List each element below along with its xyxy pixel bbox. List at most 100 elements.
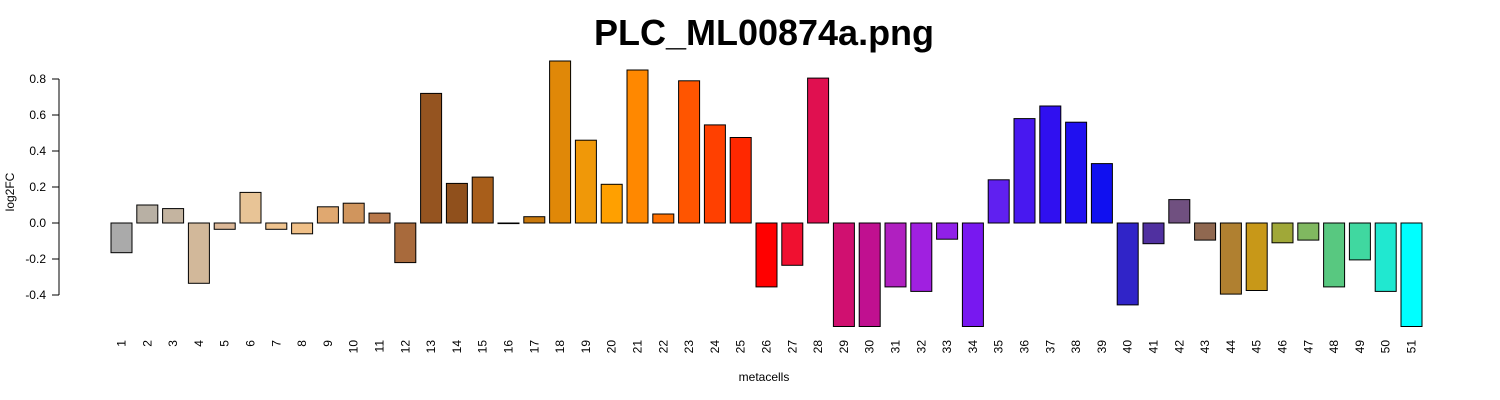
- bar-metacell-41: [1142, 222, 1165, 245]
- bar-metacell-40: [1116, 222, 1139, 306]
- x-tick-label: 38: [1069, 340, 1083, 354]
- bar-metacell-12: [394, 222, 417, 264]
- x-tick-label: 9: [321, 340, 335, 347]
- x-tick-label: 13: [424, 340, 438, 354]
- x-tick-label: 8: [295, 340, 309, 347]
- bar-metacell-4: [187, 222, 210, 284]
- y-tick-label: 0.0: [29, 216, 46, 230]
- x-tick-label: 26: [760, 340, 774, 354]
- x-tick-label: 15: [476, 340, 490, 354]
- bar-metacell-28: [807, 77, 830, 224]
- x-tick-label: 49: [1353, 340, 1367, 354]
- x-tick-label: 7: [269, 340, 283, 347]
- x-tick-label: 23: [682, 340, 696, 354]
- bar-metacell-48: [1323, 222, 1346, 288]
- bar-metacell-8: [291, 222, 314, 235]
- x-tick-label: 40: [1121, 340, 1135, 354]
- bar-metacell-26: [755, 222, 778, 288]
- bar-metacell-2: [136, 204, 159, 224]
- bar-metacell-46: [1271, 222, 1294, 244]
- x-tick-label: 11: [373, 340, 387, 353]
- x-tick-label: 25: [734, 340, 748, 354]
- bar-metacell-38: [1065, 121, 1088, 224]
- bar-metacell-14: [445, 182, 468, 224]
- bar-metacell-17: [523, 216, 546, 224]
- x-tick-label: 39: [1095, 340, 1109, 354]
- x-tick-labels: 1 2 3 4 5 6 7 8 9 10 11 12 13 14 15 16 17 18 19 20 21 22 23 24 2…: [115, 340, 1419, 354]
- x-tick-label: 5: [218, 340, 232, 347]
- bar-metacell-15: [471, 176, 494, 224]
- y-tick-label: 0.6: [29, 108, 46, 122]
- bar-metacell-19: [574, 139, 597, 224]
- x-tick-label: 1: [115, 340, 129, 347]
- bar-metacell-27: [781, 222, 804, 266]
- x-tick-label: 14: [450, 340, 464, 354]
- x-tick-label: 41: [1147, 340, 1161, 354]
- x-tick-label: 6: [244, 340, 258, 347]
- x-tick-label: 47: [1301, 340, 1315, 354]
- x-tick-label: 19: [579, 340, 593, 354]
- bar-metacell-44: [1219, 222, 1242, 295]
- x-tick-label: 44: [1224, 340, 1238, 354]
- bar-metacell-21: [626, 69, 649, 224]
- x-tick-label: 48: [1327, 340, 1341, 354]
- bar-metacell-5: [213, 222, 236, 230]
- bar-metacell-30: [858, 222, 881, 327]
- x-tick-label: 36: [1018, 340, 1032, 354]
- bar-metacell-51: [1400, 222, 1423, 327]
- bar-metacell-36: [1013, 118, 1036, 224]
- x-tick-label: 29: [837, 340, 851, 354]
- bar-metacell-9: [316, 206, 339, 224]
- bar-metacell-50: [1374, 222, 1397, 292]
- x-tick-label: 30: [863, 340, 877, 354]
- bar-metacell-10: [342, 202, 365, 224]
- bar-metacell-29: [832, 222, 855, 327]
- bar-metacell-24: [703, 124, 726, 224]
- bar-metacell-22: [652, 213, 675, 224]
- x-tick-label: 12: [398, 340, 412, 354]
- y-tick-label: 0.2: [29, 180, 46, 194]
- x-tick-label: 16: [502, 340, 516, 354]
- bar-metacell-18: [549, 60, 572, 224]
- bar-metacell-32: [910, 222, 933, 292]
- bar-metacell-43: [1194, 222, 1217, 241]
- x-tick-label: 27: [785, 340, 799, 354]
- x-tick-label: 3: [166, 340, 180, 347]
- bars-group: [110, 60, 1423, 327]
- x-axis-label: metacells: [739, 370, 790, 384]
- bar-metacell-25: [729, 137, 752, 224]
- bar-metacell-49: [1348, 222, 1371, 261]
- y-axis-label: log2FC: [3, 172, 17, 211]
- x-tick-label: 28: [811, 340, 825, 354]
- x-tick-label: 42: [1172, 340, 1186, 354]
- x-tick-label: 31: [889, 340, 903, 354]
- bar-metacell-35: [987, 179, 1010, 224]
- bar-metacell-13: [420, 92, 443, 224]
- x-tick-label: 37: [1043, 340, 1057, 354]
- bar-metacell-6: [239, 191, 262, 224]
- y-tick-label: 0.8: [29, 72, 46, 86]
- bar-metacell-7: [265, 222, 288, 230]
- chart-title: PLC_ML00874a.png: [594, 12, 934, 53]
- x-tick-label: 20: [605, 340, 619, 354]
- bar-metacell-1: [110, 222, 133, 254]
- x-tick-label: 33: [940, 340, 954, 354]
- x-tick-label: 50: [1379, 340, 1393, 354]
- x-tick-label: 32: [914, 340, 928, 354]
- y-tick-label: -0.2: [25, 252, 46, 266]
- y-tick-label: 0.4: [29, 144, 46, 158]
- x-tick-label: 10: [347, 340, 361, 354]
- bar-metacell-39: [1090, 163, 1113, 224]
- y-tick-label: -0.4: [25, 288, 46, 302]
- bar-metacell-47: [1297, 222, 1320, 241]
- y-axis: -0.4 -0.2 0.0 0.2 0.4 0.6 0.8: [25, 72, 60, 302]
- bar-metacell-33: [936, 222, 959, 240]
- bar-metacell-31: [884, 222, 907, 288]
- x-tick-label: 2: [140, 340, 154, 347]
- x-tick-label: 24: [708, 340, 722, 354]
- x-tick-label: 18: [553, 340, 567, 354]
- x-tick-label: 34: [966, 340, 980, 354]
- bar-metacell-11: [368, 212, 391, 224]
- x-tick-label: 46: [1276, 340, 1290, 354]
